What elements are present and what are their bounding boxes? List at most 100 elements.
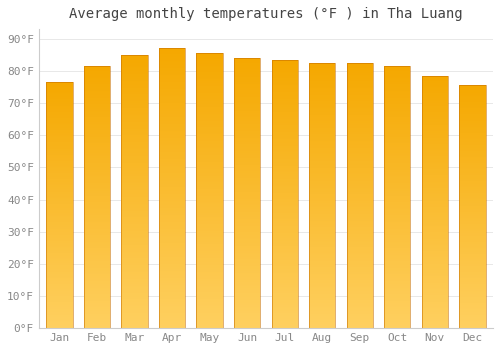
Bar xyxy=(309,275,336,276)
Bar xyxy=(196,294,223,295)
Bar xyxy=(196,170,223,172)
Bar xyxy=(234,97,260,99)
Bar xyxy=(159,78,185,79)
Bar xyxy=(460,317,485,318)
Bar xyxy=(272,305,298,307)
Bar xyxy=(84,318,110,319)
Bar xyxy=(159,108,185,110)
Bar xyxy=(309,114,336,116)
Bar xyxy=(309,222,336,223)
Bar xyxy=(309,217,336,218)
Bar xyxy=(309,186,336,188)
Bar xyxy=(46,214,72,215)
Bar xyxy=(234,228,260,230)
Bar xyxy=(196,202,223,203)
Bar xyxy=(272,193,298,194)
Bar xyxy=(346,190,373,191)
Bar xyxy=(422,207,448,208)
Bar xyxy=(272,181,298,182)
Bar xyxy=(384,219,410,221)
Bar xyxy=(122,205,148,206)
Bar xyxy=(234,71,260,73)
Bar xyxy=(234,307,260,308)
Bar xyxy=(84,218,110,219)
Bar xyxy=(346,105,373,107)
Bar xyxy=(84,265,110,267)
Bar xyxy=(122,327,148,328)
Bar xyxy=(84,252,110,253)
Bar xyxy=(422,146,448,148)
Bar xyxy=(234,92,260,93)
Bar xyxy=(422,163,448,164)
Bar xyxy=(84,155,110,156)
Bar xyxy=(159,69,185,71)
Bar xyxy=(309,239,336,240)
Bar xyxy=(384,320,410,322)
Bar xyxy=(309,168,336,169)
Bar xyxy=(346,317,373,319)
Bar xyxy=(460,276,485,277)
Bar xyxy=(309,296,336,298)
Bar xyxy=(46,281,72,283)
Bar xyxy=(460,113,485,114)
Bar xyxy=(159,267,185,268)
Bar xyxy=(384,314,410,315)
Bar xyxy=(84,260,110,261)
Bar xyxy=(84,159,110,160)
Bar xyxy=(384,274,410,276)
Bar xyxy=(460,132,485,133)
Bar xyxy=(122,261,148,262)
Bar xyxy=(122,326,148,327)
Bar xyxy=(346,63,373,328)
Bar xyxy=(460,155,485,156)
Bar xyxy=(272,111,298,112)
Bar xyxy=(196,286,223,287)
Bar xyxy=(234,230,260,231)
Bar xyxy=(46,211,72,212)
Bar xyxy=(234,259,260,261)
Bar xyxy=(122,217,148,219)
Bar xyxy=(122,242,148,244)
Bar xyxy=(196,172,223,173)
Bar xyxy=(234,289,260,290)
Bar xyxy=(122,107,148,108)
Bar xyxy=(122,212,148,214)
Bar xyxy=(46,278,72,279)
Bar xyxy=(384,282,410,284)
Bar xyxy=(272,133,298,135)
Bar xyxy=(46,253,72,254)
Bar xyxy=(159,218,185,219)
Bar xyxy=(346,230,373,231)
Bar xyxy=(460,117,485,118)
Bar xyxy=(272,178,298,179)
Bar xyxy=(346,219,373,221)
Bar xyxy=(84,229,110,230)
Bar xyxy=(196,132,223,133)
Bar xyxy=(309,312,336,314)
Bar xyxy=(272,219,298,221)
Bar xyxy=(159,172,185,173)
Bar xyxy=(159,226,185,228)
Bar xyxy=(422,271,448,273)
Bar xyxy=(460,135,485,136)
Bar xyxy=(122,157,148,159)
Bar xyxy=(460,249,485,251)
Bar xyxy=(46,310,72,311)
Bar xyxy=(84,288,110,289)
Bar xyxy=(46,190,72,192)
Bar xyxy=(384,193,410,195)
Bar xyxy=(422,83,448,85)
Bar xyxy=(234,297,260,299)
Bar xyxy=(460,247,485,248)
Bar xyxy=(309,238,336,239)
Bar xyxy=(422,230,448,231)
Bar xyxy=(234,238,260,239)
Bar xyxy=(196,178,223,180)
Bar xyxy=(346,186,373,188)
Bar xyxy=(84,111,110,112)
Bar xyxy=(384,166,410,167)
Bar xyxy=(84,264,110,265)
Bar xyxy=(46,140,72,141)
Bar xyxy=(384,195,410,196)
Bar xyxy=(196,182,223,184)
